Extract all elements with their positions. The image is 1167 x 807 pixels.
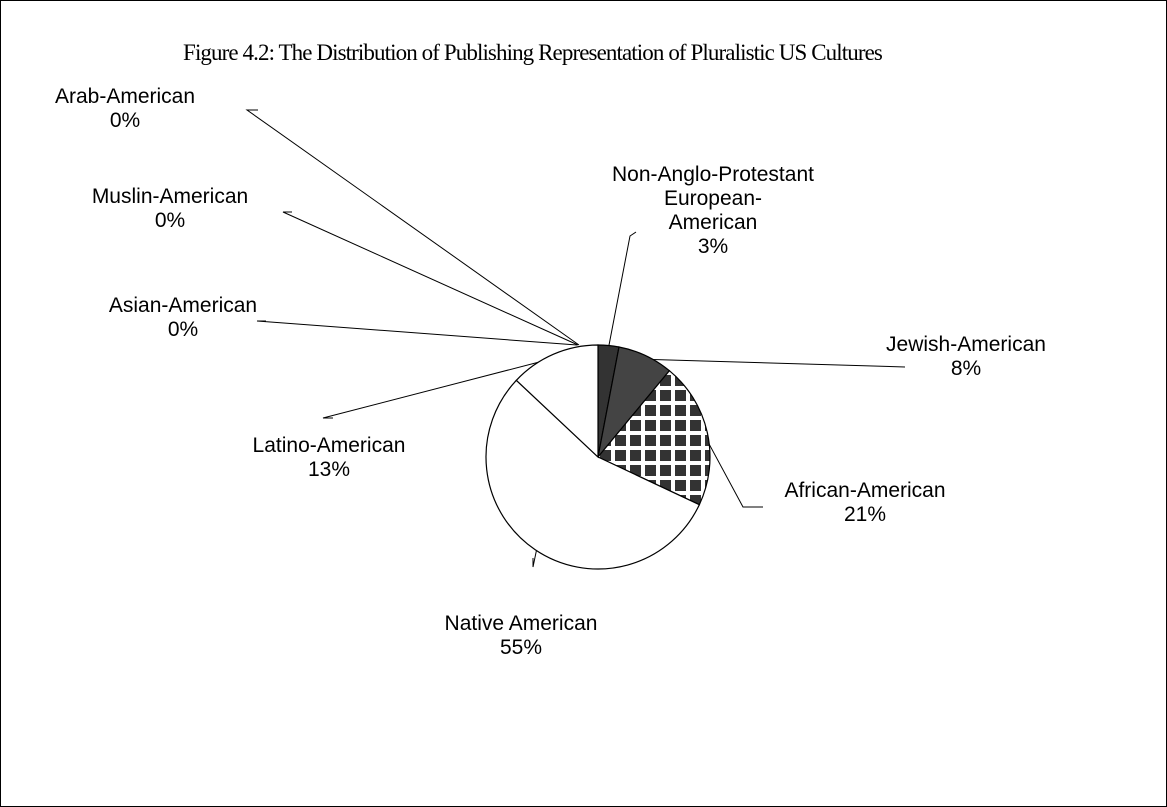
chart-title: Figure 4.2: The Distribution of Publishi… <box>183 40 883 65</box>
slice-percent: 13% <box>307 458 351 482</box>
slice-name: African-American <box>784 479 946 502</box>
slice-label-muslin-american: Muslin-American 0% <box>50 185 290 233</box>
slice-label-arab-american: Arab-American 0% <box>5 85 245 133</box>
pie-slice-african-american <box>597 369 711 506</box>
slice-percent: 8% <box>950 357 982 381</box>
slice-name: Latino-American <box>252 434 406 457</box>
slice-percent: 0% <box>167 318 199 342</box>
slice-label-jewish-american: Jewish-American 8% <box>846 333 1086 381</box>
slice-percent: 0% <box>109 109 141 133</box>
leader-line-african-american <box>702 433 763 508</box>
slice-label-latino-american: Latino-American 13% <box>209 434 449 482</box>
pie-slice-native-american <box>485 379 701 570</box>
slice-name: Muslin-American <box>91 185 249 208</box>
slice-label-native-american: Native American 55% <box>401 612 641 660</box>
slice-name: Native American <box>444 612 598 635</box>
leader-line-latino-american <box>322 357 556 419</box>
leader-line-arab-american <box>245 109 580 346</box>
slice-name: Jewish-American <box>886 333 1046 356</box>
slice-percent: 55% <box>499 636 543 660</box>
slice-name: Non-Anglo-Protestant European- American <box>612 163 814 235</box>
slice-label-african-american: African-American 21% <box>745 479 985 527</box>
leader-line-jewish-american <box>643 358 906 368</box>
leader-line-native-american <box>532 546 538 568</box>
leader-line-non-anglo-protestant-european-american <box>607 231 637 350</box>
leader-line-asian-american <box>256 320 578 346</box>
slice-name: Asian-American <box>108 294 258 317</box>
slice-percent: 3% <box>697 235 729 259</box>
slice-label-asian-american: Asian-American 0% <box>63 294 303 342</box>
slice-label-non-anglo-protestant-european-american: Non-Anglo-Protestant European- American 3… <box>593 163 833 260</box>
pie-slice-latino-american <box>515 344 599 459</box>
leader-line-muslin-american <box>282 211 579 346</box>
slice-name: Arab-American <box>54 85 196 108</box>
slice-percent: 21% <box>843 503 887 527</box>
slice-percent: 0% <box>154 209 186 233</box>
